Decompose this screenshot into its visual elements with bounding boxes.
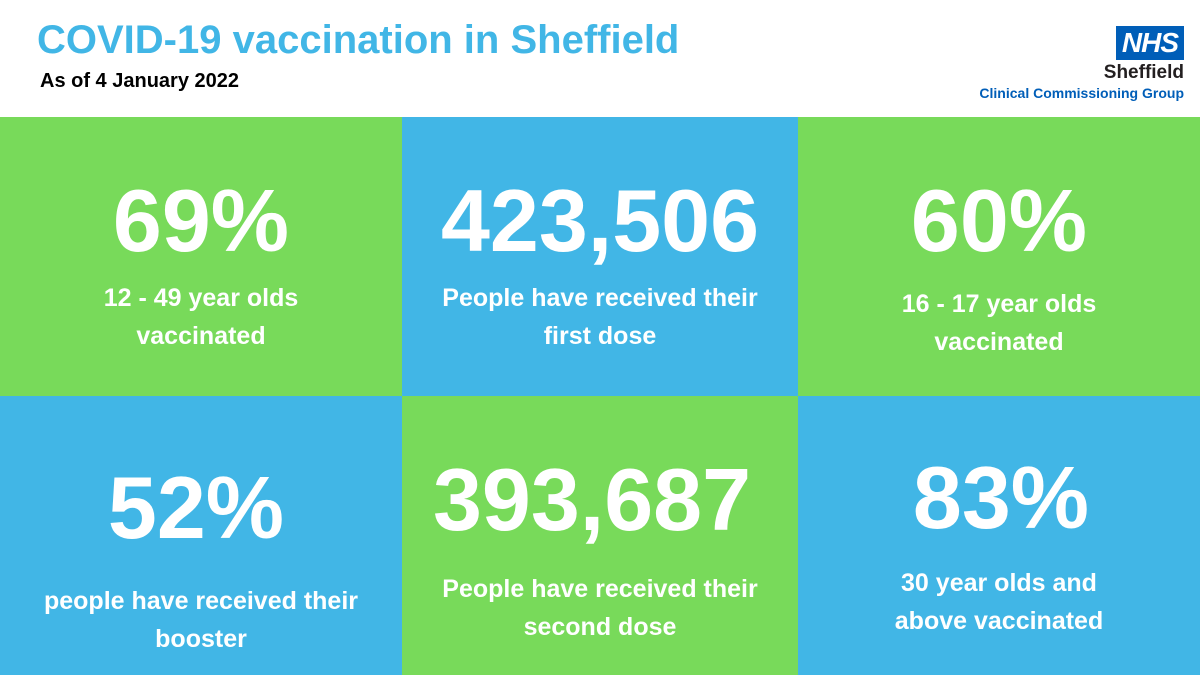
stat-value: 423,506	[440, 171, 760, 270]
nhs-logo: NHS Sheffield Clinical Commissioning Gro…	[979, 26, 1184, 102]
stat-caption-line: above vaccinated	[894, 607, 1104, 635]
stat-caption-line: first dose	[543, 322, 657, 350]
stat-caption: People have received their first dose	[412, 279, 788, 355]
stat-caption: 16 - 17 year olds vaccinated	[808, 285, 1190, 361]
stat-caption-line: People have received their	[442, 284, 758, 312]
page-subtitle: As of 4 January 2022	[40, 70, 239, 92]
nhs-logo-org: Sheffield	[1103, 62, 1184, 83]
stat-caption-line: people have received their	[43, 587, 359, 615]
stat-caption-line: vaccinated	[934, 328, 1064, 356]
stat-caption: People have received their second dose	[412, 570, 788, 646]
stat-tile-second-dose: 393,687 People have received their secon…	[402, 396, 798, 675]
stat-tile-first-dose: 423,506 People have received their first…	[402, 117, 798, 396]
stat-value: 60%	[910, 171, 1088, 270]
stat-caption-line: People have received their	[442, 575, 758, 603]
stat-caption: 12 - 49 year olds vaccinated	[10, 279, 392, 355]
stat-caption: people have received their booster	[10, 582, 392, 658]
header: COVID-19 vaccination in Sheffield As of …	[0, 0, 1200, 117]
stat-caption: 30 year olds and above vaccinated	[808, 564, 1190, 640]
stat-caption-line: 12 - 49 year olds	[103, 284, 299, 312]
stat-value: 52%	[107, 458, 285, 557]
page-title: COVID-19 vaccination in Sheffield	[37, 18, 680, 62]
stat-value: 393,687	[432, 450, 752, 549]
stat-value: 83%	[912, 448, 1090, 547]
stat-tile-16-17: 60% 16 - 17 year olds vaccinated	[798, 117, 1200, 396]
stat-caption-line: vaccinated	[136, 322, 266, 350]
stat-caption-line: second dose	[523, 613, 677, 641]
stat-caption-line: 16 - 17 year olds	[901, 290, 1097, 318]
stats-grid: 69% 12 - 49 year olds vaccinated 423,506…	[0, 117, 1200, 675]
nhs-logo-subtitle: Clinical Commissioning Group	[979, 85, 1184, 101]
stat-tile-booster: 52% people have received their booster	[0, 396, 402, 675]
stat-tile-12-49: 69% 12 - 49 year olds vaccinated	[0, 117, 402, 396]
stat-caption-line: booster	[155, 625, 247, 653]
stat-tile-30-plus: 83% 30 year olds and above vaccinated	[798, 396, 1200, 675]
stat-value: 69%	[112, 171, 290, 270]
nhs-logo-mark: NHS	[1115, 26, 1184, 60]
stat-caption-line: 30 year olds and	[901, 569, 1097, 597]
